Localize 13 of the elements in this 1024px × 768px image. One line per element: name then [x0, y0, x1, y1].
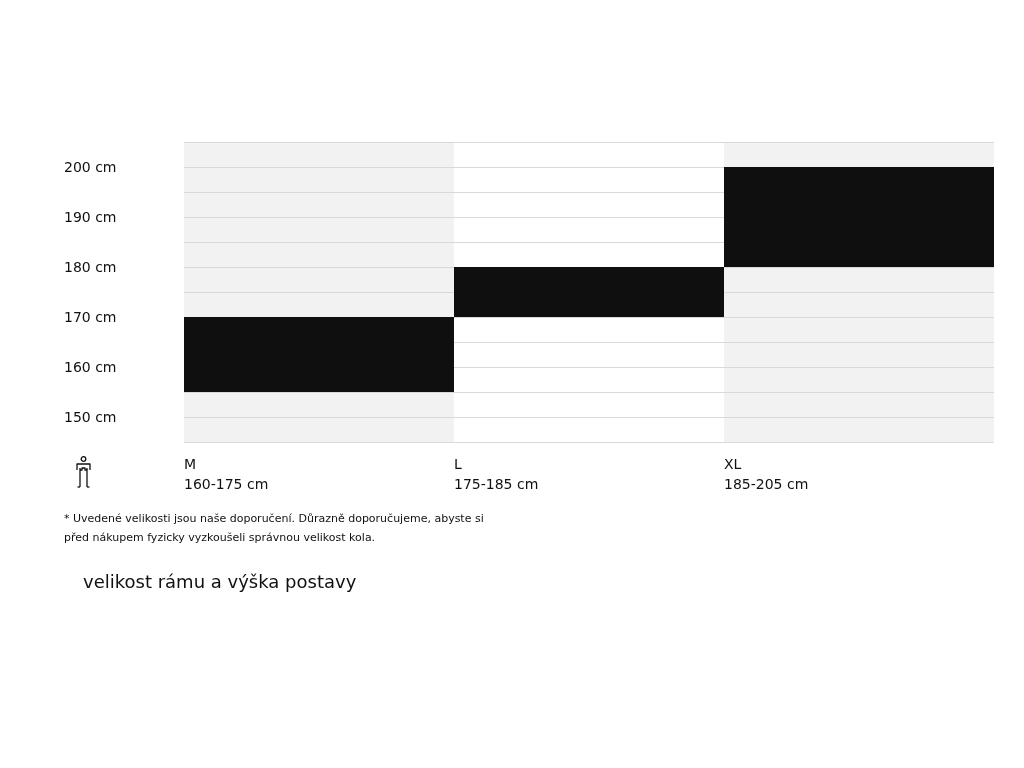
y-tick-label: 150 cm — [64, 409, 117, 425]
y-tick-label: 160 cm — [64, 359, 117, 375]
bar — [184, 317, 454, 392]
y-tick-label: 180 cm — [64, 259, 117, 275]
x-tick-label: M 160-175 cm — [184, 456, 269, 492]
x-tick-label: L 175-185 cm — [454, 456, 539, 492]
bar — [454, 267, 724, 317]
y-tick-label: 190 cm — [64, 209, 117, 225]
y-tick-label: 200 cm — [64, 159, 117, 175]
x-tick-label: XL 185-205 cm — [724, 456, 809, 492]
text: * Uvedené velikosti jsou naše doporučení. Důrazně doporučujeme, abyste si před nákupem fyzicky vyzkoušeli správnou velikost kola. — [64, 511, 485, 546]
text: velikost rámu a výška postavy — [83, 570, 358, 594]
y-tick-label: 170 cm — [64, 309, 117, 325]
